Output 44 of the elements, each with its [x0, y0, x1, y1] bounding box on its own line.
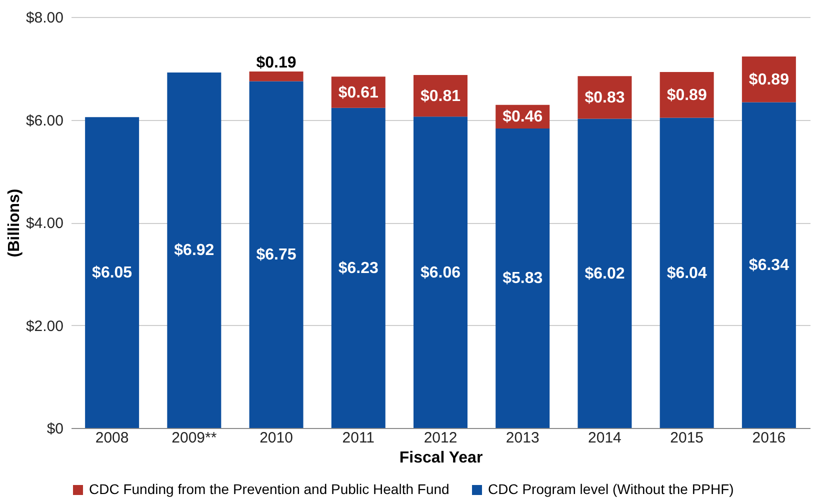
data-label: $5.83 [502, 270, 543, 288]
data-label: $0.81 [420, 88, 461, 105]
bar [85, 117, 140, 428]
bar [167, 72, 222, 428]
data-label: $6.34 [748, 257, 790, 274]
bar [660, 118, 714, 428]
data-label: $6.92 [174, 242, 214, 260]
data-label: $0.89 [748, 71, 790, 88]
x-tick-label: 2014 [588, 430, 622, 446]
bar [578, 118, 632, 428]
data-label: $0.61 [338, 84, 379, 102]
bar [249, 71, 304, 82]
x-tick-label: 2009** [172, 430, 217, 446]
x-tick-label: 2016 [752, 430, 786, 446]
data-label: $6.04 [666, 264, 707, 282]
x-axis-title: Fiscal Year [399, 450, 483, 466]
y-tick-label: $4.00 [26, 215, 64, 232]
x-tick-label: 2011 [342, 430, 375, 446]
x-tick-label: 2015 [670, 430, 704, 446]
y-tick-label: $0 [46, 420, 64, 438]
data-label: $6.05 [92, 264, 132, 282]
y-tick-label: $6.00 [26, 112, 64, 130]
bar [414, 116, 468, 428]
data-label: $6.23 [338, 260, 379, 277]
bar [496, 128, 550, 428]
data-label: $0.83 [584, 89, 625, 106]
data-label: $0.46 [502, 108, 543, 126]
bar [331, 108, 386, 428]
legend-label: CDC Program level (Without the PPHF) [488, 481, 734, 497]
y-tick-label: $8.00 [26, 10, 64, 26]
data-label: $0.89 [666, 86, 707, 104]
y-tick-label: $2.00 [26, 318, 64, 335]
bar [249, 81, 304, 428]
data-label: $6.75 [256, 246, 296, 264]
data-label: $6.06 [420, 264, 461, 282]
x-tick-label: 2010 [260, 430, 293, 446]
data-label: $6.02 [584, 265, 625, 282]
y-axis-title: (Billions) [6, 188, 23, 258]
data-label: $0.19 [256, 54, 296, 72]
x-tick-label: 2012 [424, 430, 458, 446]
x-tick-label: 2008 [95, 430, 129, 446]
legend-label: CDC Funding from the Prevention and Public Health Fund [89, 481, 450, 497]
x-tick-label: 2013 [506, 430, 540, 446]
bar [742, 102, 796, 428]
